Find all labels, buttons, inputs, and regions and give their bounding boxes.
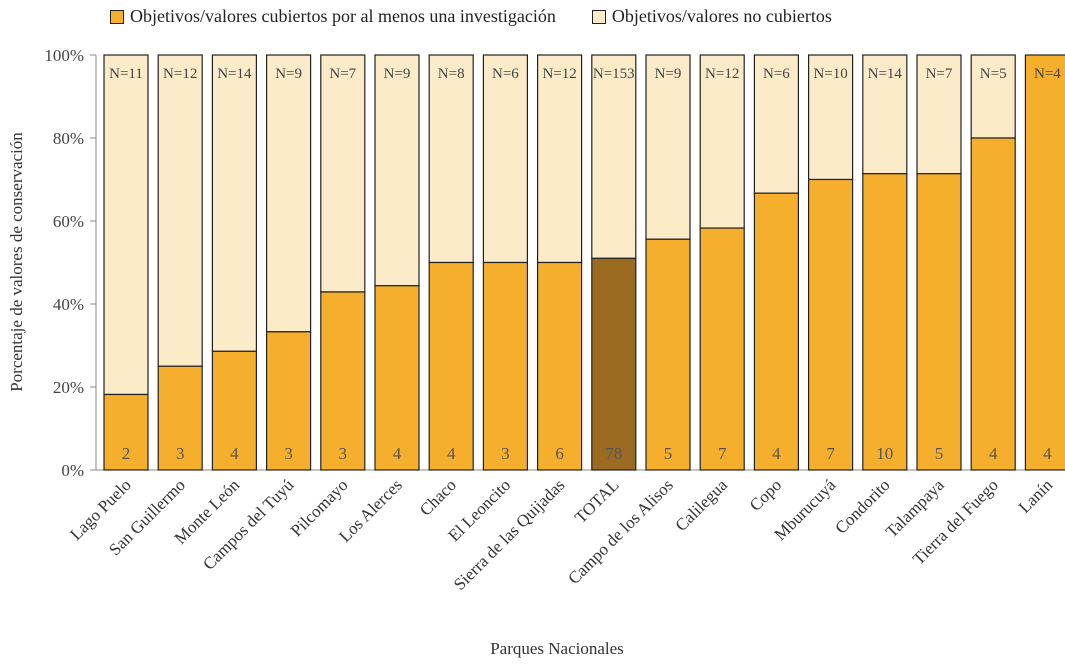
x-tick-label: TOTAL — [571, 475, 623, 527]
bar-segment-uncovered — [374, 54, 420, 287]
bar-segment-uncovered — [536, 54, 583, 264]
bar-n-label: N=12 — [705, 66, 739, 82]
bar-count-label: 78 — [605, 444, 622, 463]
y-tick-label: 20% — [53, 378, 84, 397]
bar-count-label: 3 — [339, 444, 348, 463]
bar-segment-uncovered — [862, 54, 908, 175]
bar-n-label: N=7 — [329, 66, 356, 82]
legend-label-uncovered: Objetivos/valores no cubiertos — [611, 6, 832, 26]
bar-count-label: 7 — [826, 444, 835, 463]
bar-n-label: N=4 — [1034, 66, 1061, 82]
bar-segment-uncovered — [211, 54, 257, 352]
legend-swatch-uncovered — [591, 9, 606, 24]
x-tick-label: Lanín — [1015, 475, 1057, 517]
bar-segment-uncovered — [320, 54, 366, 293]
bar-segment-uncovered — [807, 54, 854, 181]
bar-n-label: N=12 — [163, 66, 197, 82]
bar-n-label: N=14 — [868, 66, 903, 82]
bar-count-label: 4 — [393, 444, 402, 463]
bar-n-label: N=9 — [655, 66, 682, 82]
bar-segment-uncovered — [482, 54, 528, 264]
bar-segment-covered — [374, 285, 420, 471]
bar-n-label: N=9 — [384, 66, 411, 82]
bar-n-label: N=5 — [980, 66, 1007, 82]
bar-count-label: 7 — [718, 444, 727, 463]
bar-n-label: N=7 — [926, 66, 953, 82]
bar-segment-uncovered — [428, 54, 474, 264]
bar-count-label: 3 — [176, 444, 185, 463]
legend-item-uncovered: Objetivos/valores no cubiertos — [591, 6, 832, 27]
bar-n-label: N=8 — [438, 66, 465, 82]
bar-segment-covered — [862, 173, 908, 471]
bar-segment-covered — [482, 261, 528, 471]
legend-swatch-covered — [110, 9, 124, 24]
bar-segment-covered — [753, 192, 800, 471]
x-axis-title: Parques Nacionales — [490, 639, 624, 658]
x-tick-label: Campos del Tuyú — [199, 475, 298, 574]
bar-n-label: N=12 — [542, 66, 576, 82]
bar-n-label: N=11 — [109, 66, 143, 82]
bar-n-label: N=153 — [593, 66, 635, 82]
bar-count-label: 4 — [989, 444, 998, 463]
bar-segment-covered — [916, 173, 962, 471]
y-tick-label: 80% — [53, 129, 84, 148]
bar-segment-uncovered — [916, 54, 962, 175]
bar-segment-uncovered — [591, 54, 637, 259]
legend-item-covered: Objetivos/valores cubiertos por al menos… — [110, 6, 556, 27]
bar-count-label: 2 — [122, 444, 131, 463]
y-tick-label: 0% — [61, 461, 84, 480]
bar-segment-covered — [699, 227, 745, 471]
bar-segment-covered — [211, 350, 257, 471]
x-tick-label: Chaco — [416, 475, 460, 519]
bar-segment-uncovered — [970, 54, 1016, 139]
bar-segment-uncovered — [699, 54, 745, 229]
bar-count-label: 4 — [447, 444, 456, 463]
bar-count-label: 5 — [664, 444, 673, 463]
y-tick-label: 40% — [53, 295, 84, 314]
bar-segment-covered — [103, 393, 149, 471]
bar-segment-covered — [428, 261, 474, 471]
y-axis-ticks: 0% 20% 40% 60% 80% 100% — [44, 46, 1065, 480]
x-tick-label: Copo — [746, 475, 785, 514]
legend: Objetivos/valores cubiertos por al menos… — [110, 6, 832, 27]
bar-n-label: N=14 — [217, 66, 252, 82]
bar-count-label: 5 — [935, 444, 944, 463]
bar-segment-covered — [266, 331, 312, 471]
bar-segment-uncovered — [157, 54, 203, 367]
bars: N=11 2 N=12 3 N=14 4 N=9 3 N=7 3 N=9 4 N=8 4 N=6 3 N=12 6… — [103, 54, 1065, 471]
y-tick-label: 100% — [44, 46, 84, 65]
x-tick-label: Campo de los Alisos — [564, 475, 677, 588]
bar-segment-covered — [807, 178, 854, 471]
bar-segment-covered — [645, 238, 691, 471]
bar-n-label: N=9 — [275, 66, 302, 82]
bar-count-label: 4 — [1043, 444, 1052, 463]
bar-segment-covered — [591, 257, 637, 471]
y-tick-label: 60% — [53, 212, 84, 231]
bar-segment-covered — [320, 291, 366, 471]
bar-segment-covered — [970, 137, 1016, 471]
bar-segment-uncovered — [645, 54, 691, 240]
bar-segment-covered — [1024, 54, 1065, 471]
bar-count-label: 4 — [772, 444, 781, 463]
bar-n-label: N=10 — [813, 66, 847, 82]
bar-count-label: 3 — [501, 444, 510, 463]
bar-count-label: 3 — [284, 444, 293, 463]
bar-segment-covered — [157, 365, 203, 471]
y-axis-title: Porcentaje de valores de conservación — [7, 132, 26, 392]
bar-segment-covered — [536, 261, 583, 471]
bar-n-label: N=6 — [763, 66, 790, 82]
bar-count-label: 6 — [555, 444, 564, 463]
bar-n-label: N=6 — [492, 66, 519, 82]
legend-label-covered: Objetivos/valores cubiertos por al menos… — [130, 6, 556, 26]
x-tick-label: Calilegua — [672, 475, 732, 535]
bar-count-label: 10 — [876, 444, 893, 463]
bar-count-label: 4 — [230, 444, 239, 463]
bar-segment-uncovered — [266, 54, 312, 333]
bar-segment-uncovered — [103, 54, 149, 396]
